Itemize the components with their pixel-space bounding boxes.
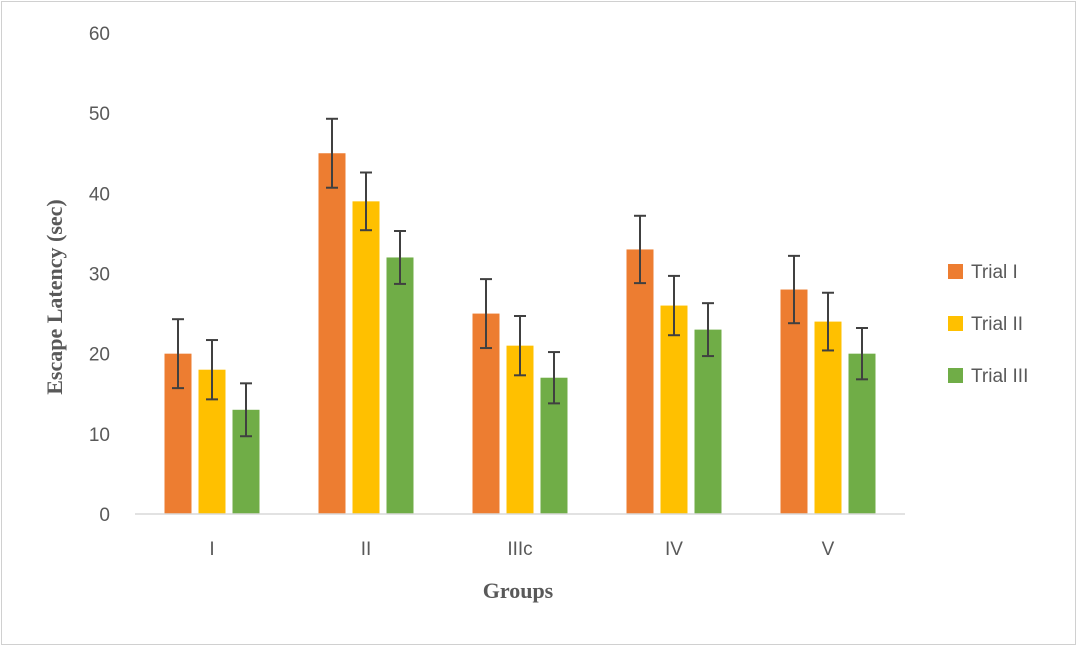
bar-trial-i-v (780, 289, 808, 514)
x-tick-label: I (209, 539, 214, 560)
x-tick-label: V (822, 539, 835, 560)
x-tick-label: II (361, 539, 372, 560)
error-bar (480, 278, 492, 350)
y-tick-label: 20 (89, 345, 110, 366)
error-bar (360, 171, 372, 232)
bar-trial-iii-ii (386, 257, 414, 514)
legend: Trial I Trial II Trial III (948, 262, 1028, 387)
error-bar (172, 318, 184, 390)
legend-swatch (948, 264, 963, 279)
bars (164, 153, 876, 514)
y-tick-label: 30 (89, 265, 110, 286)
error-bar (514, 314, 526, 377)
bar-trial-i-iv (626, 249, 654, 514)
bar-trial-ii-v (814, 321, 842, 514)
legend-label: Trial I (971, 262, 1018, 283)
error-bar (822, 291, 834, 352)
error-bar (326, 117, 338, 189)
error-bar (856, 327, 868, 381)
y-tick-label: 50 (89, 104, 110, 125)
x-axis-ticks: I II IIIc IV V (209, 539, 834, 560)
x-tick-label: IIIc (507, 539, 532, 560)
error-bar (548, 351, 560, 405)
y-tick-label: 60 (89, 24, 110, 45)
error-bar (634, 214, 646, 285)
legend-swatch (948, 316, 963, 331)
error-bar (206, 339, 218, 401)
y-tick-label: 40 (89, 184, 110, 205)
y-tick-label: 10 (89, 425, 110, 446)
y-axis-ticks: 0 10 20 30 40 50 60 (89, 24, 110, 526)
bar-trial-i-ii (318, 153, 346, 514)
legend-item: Trial I (948, 262, 1018, 283)
bar-trial-iii-iv (694, 329, 722, 514)
bar-trial-iii-v (848, 353, 876, 514)
x-tick-label: IV (665, 539, 683, 560)
error-bar (702, 302, 714, 358)
legend-item: Trial III (948, 366, 1028, 387)
bar-trial-ii-ii (352, 201, 380, 514)
error-bar (668, 274, 680, 337)
error-bar (394, 230, 406, 285)
legend-label: Trial II (971, 314, 1023, 335)
error-bars (172, 117, 868, 438)
error-bar (240, 382, 252, 438)
legend-label: Trial III (971, 366, 1028, 387)
error-bar (788, 254, 800, 325)
legend-item: Trial II (948, 314, 1023, 335)
x-axis-title: Groups (483, 578, 554, 603)
y-axis-title: Escape Latency (sec) (42, 199, 67, 395)
legend-swatch (948, 368, 963, 383)
y-tick-label: 0 (99, 505, 110, 526)
bar-trial-ii-iv (660, 305, 688, 514)
